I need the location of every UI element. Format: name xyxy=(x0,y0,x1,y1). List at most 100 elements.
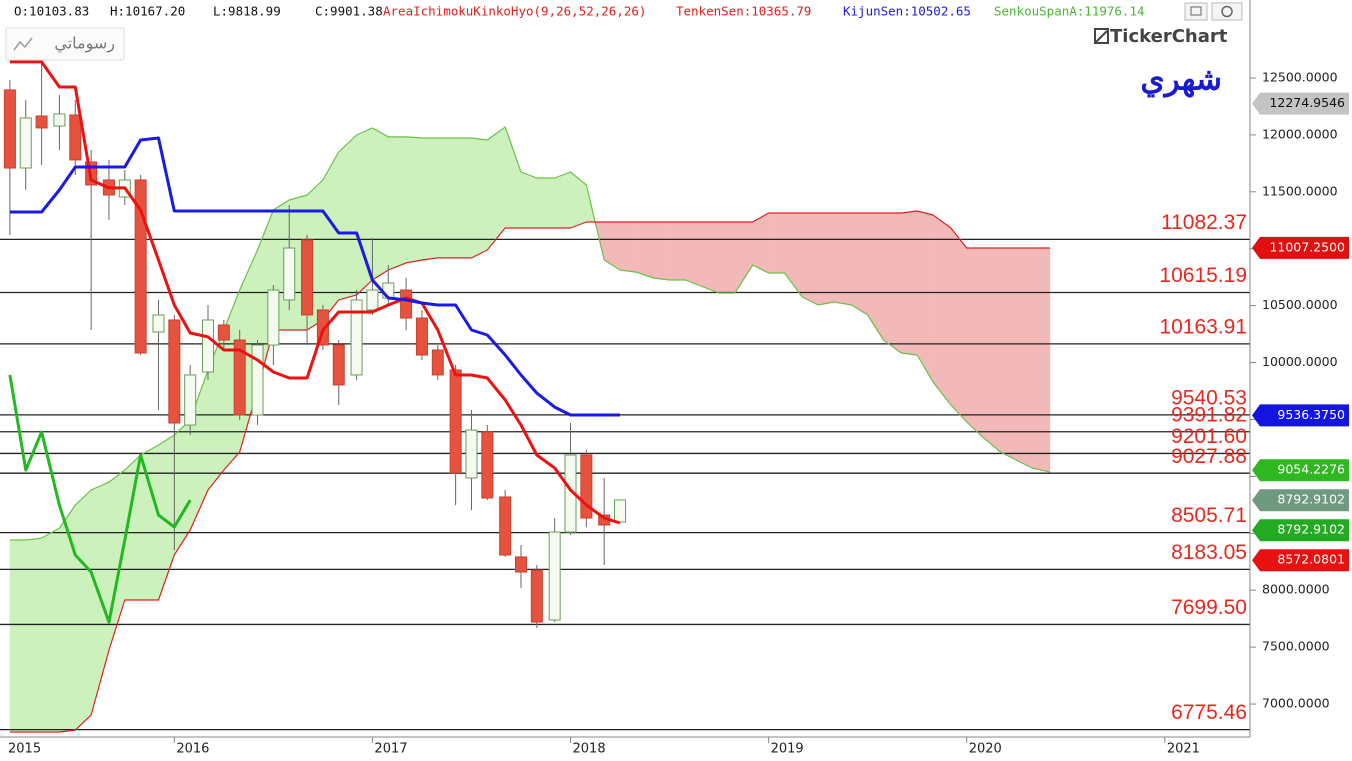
price-tag-label: 8792.9102 xyxy=(1277,492,1345,507)
candle-body xyxy=(548,531,561,621)
header-text: SenkouSpanA:11976.14 xyxy=(994,4,1145,19)
logo-text: TickerChart xyxy=(1110,26,1228,47)
level-label: 8183.05 xyxy=(1171,541,1247,564)
candle-body xyxy=(415,317,428,356)
cloud xyxy=(685,221,704,288)
header-text: H:10167.20 xyxy=(110,4,185,19)
cloud xyxy=(653,221,670,281)
level-label: 9027.88 xyxy=(1171,445,1247,468)
header-text: C:9901.38 xyxy=(315,4,383,19)
y-tick-label: 11500.0000 xyxy=(1262,183,1338,198)
cloud xyxy=(932,214,952,406)
button-label[interactable]: رسوماتي xyxy=(54,34,115,54)
candle-body xyxy=(514,556,527,573)
x-tick-label: 2018 xyxy=(573,742,606,757)
candle-body xyxy=(499,496,512,556)
level-label: 11082.37 xyxy=(1161,211,1247,234)
senkou-span-b xyxy=(9,210,1050,733)
price-tag-shape xyxy=(1252,549,1349,572)
header-text: O:10103.83 xyxy=(14,4,89,19)
price-tag-shape xyxy=(1252,489,1349,512)
cloud xyxy=(669,221,686,281)
icon xyxy=(13,37,33,51)
icon xyxy=(1190,6,1202,16)
button-frame[interactable] xyxy=(5,27,125,61)
price-tag: 9054.2276 xyxy=(1252,459,1349,482)
candle-body xyxy=(481,431,494,499)
x-tick-label: 2016 xyxy=(176,742,209,757)
cloud xyxy=(1015,247,1033,469)
level-label: 7699.50 xyxy=(1171,596,1247,619)
cloud xyxy=(322,150,340,321)
window-button[interactable] xyxy=(1184,2,1208,21)
cloud xyxy=(817,212,835,306)
x-tick-label: 2020 xyxy=(969,742,1002,757)
chikou-span xyxy=(8,374,192,624)
logo-icon xyxy=(1095,30,1108,43)
level-label: 9540.53 xyxy=(1171,386,1247,409)
candle-body xyxy=(316,309,329,346)
cloud xyxy=(421,137,439,261)
cloud xyxy=(619,221,637,273)
logo: TickerChart xyxy=(1094,26,1228,47)
x-tick-label: 2015 xyxy=(8,742,41,757)
candle-body xyxy=(152,314,165,333)
cloud xyxy=(372,127,389,281)
y-tick-label: 7500.0000 xyxy=(1262,639,1330,654)
x-tick-label: 2017 xyxy=(374,742,407,757)
logo-icon xyxy=(1094,28,1109,44)
candle-body xyxy=(19,117,32,169)
price-tag: 8792.9102 xyxy=(1252,519,1349,542)
cloud xyxy=(901,210,918,356)
y-tick-label: 7000.0000 xyxy=(1262,696,1330,711)
cloud xyxy=(1031,247,1051,473)
plot-area: 11082.37 10615.19 10163.91 9540.539391.8292… xyxy=(0,59,1250,733)
candle-body xyxy=(465,429,478,479)
candle-body xyxy=(580,454,593,519)
header-text: KijunSen:10502.65 xyxy=(843,4,971,19)
level-label: 10163.91 xyxy=(1159,315,1247,338)
cloud xyxy=(950,227,968,423)
x-tick-label: 2021 xyxy=(1167,742,1200,757)
cloud xyxy=(966,247,983,438)
cloud xyxy=(520,171,538,229)
price-tag-shape xyxy=(1252,459,1349,482)
price-tag: 8572.0801 xyxy=(1252,549,1349,572)
cloud xyxy=(752,212,769,274)
candle-body xyxy=(267,289,280,346)
header-text: L:9818.99 xyxy=(213,4,281,19)
price-tag-label: 12274.9546 xyxy=(1269,95,1345,110)
candle-body xyxy=(366,289,379,311)
price-tag-shape xyxy=(1252,404,1349,427)
price-tag-shape xyxy=(1252,519,1349,542)
cloud xyxy=(25,537,42,733)
level-label: 6775.46 xyxy=(1171,701,1247,724)
price-tag-shape xyxy=(1252,236,1349,259)
cloud xyxy=(801,212,819,306)
window-controls[interactable] xyxy=(1184,2,1243,21)
header-text: TenkenSen:10365.79 xyxy=(676,4,811,19)
drawings-button[interactable]: رسوماتي xyxy=(5,27,125,61)
cloud xyxy=(635,221,655,279)
x-tick-label: 2019 xyxy=(771,742,804,757)
settings-button[interactable] xyxy=(1211,2,1243,21)
price-tag: 9536.3750 xyxy=(1252,404,1349,427)
candle-body xyxy=(217,324,230,341)
cloud xyxy=(74,489,92,731)
candle-body xyxy=(3,89,16,169)
candle-body xyxy=(449,369,462,474)
kijun-sen xyxy=(9,136,620,417)
candle-body xyxy=(168,319,181,424)
cloud xyxy=(851,212,868,316)
price-tag: 11007.2500 xyxy=(1252,236,1349,259)
cloud xyxy=(916,210,934,384)
candle-body xyxy=(283,247,296,301)
cloud xyxy=(982,247,1001,453)
candle-body xyxy=(431,349,444,376)
candle-body xyxy=(202,319,215,373)
y-tick-label: 12000.0000 xyxy=(1262,126,1338,141)
level-label: 9201.60 xyxy=(1171,425,1247,448)
cloud xyxy=(554,171,571,229)
cloud xyxy=(1000,247,1017,461)
